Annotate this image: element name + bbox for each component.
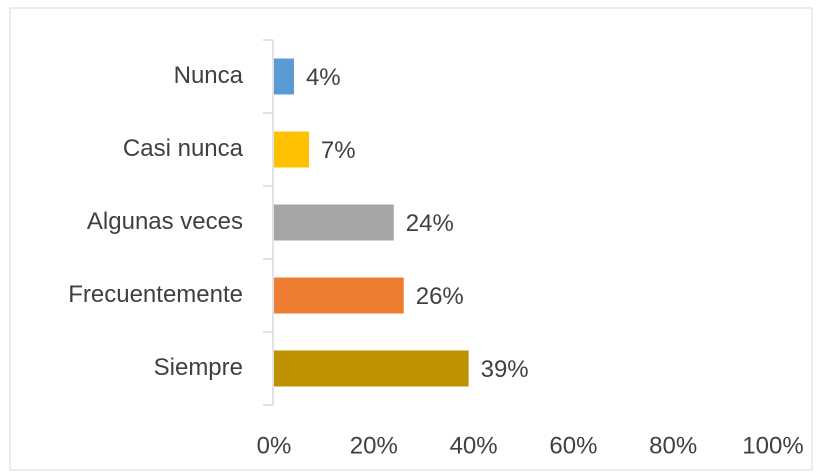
x-tick-label: 80%	[649, 432, 697, 459]
x-tick-label: 60%	[549, 432, 597, 459]
value-label: 7%	[321, 137, 356, 164]
value-label: 24%	[406, 210, 454, 237]
y-tick-label: Frecuentemente	[68, 281, 243, 308]
bar	[274, 277, 404, 314]
bar	[274, 350, 469, 387]
value-label: 26%	[416, 283, 464, 310]
bar	[274, 131, 309, 168]
value-label: 39%	[481, 356, 529, 383]
y-tick-label: Casi nunca	[123, 135, 244, 162]
x-tick-label: 100%	[742, 432, 803, 459]
x-tick-label: 40%	[450, 432, 498, 459]
value-label: 4%	[306, 64, 341, 91]
y-tick-label: Siempre	[154, 354, 243, 381]
y-tick-label: Algunas veces	[87, 208, 243, 235]
chart-border	[9, 7, 813, 471]
x-tick-label: 20%	[350, 432, 398, 459]
x-tick-label: 0%	[257, 432, 292, 459]
bar	[274, 58, 294, 95]
bar	[274, 204, 394, 241]
y-tick-label: Nunca	[174, 62, 244, 89]
